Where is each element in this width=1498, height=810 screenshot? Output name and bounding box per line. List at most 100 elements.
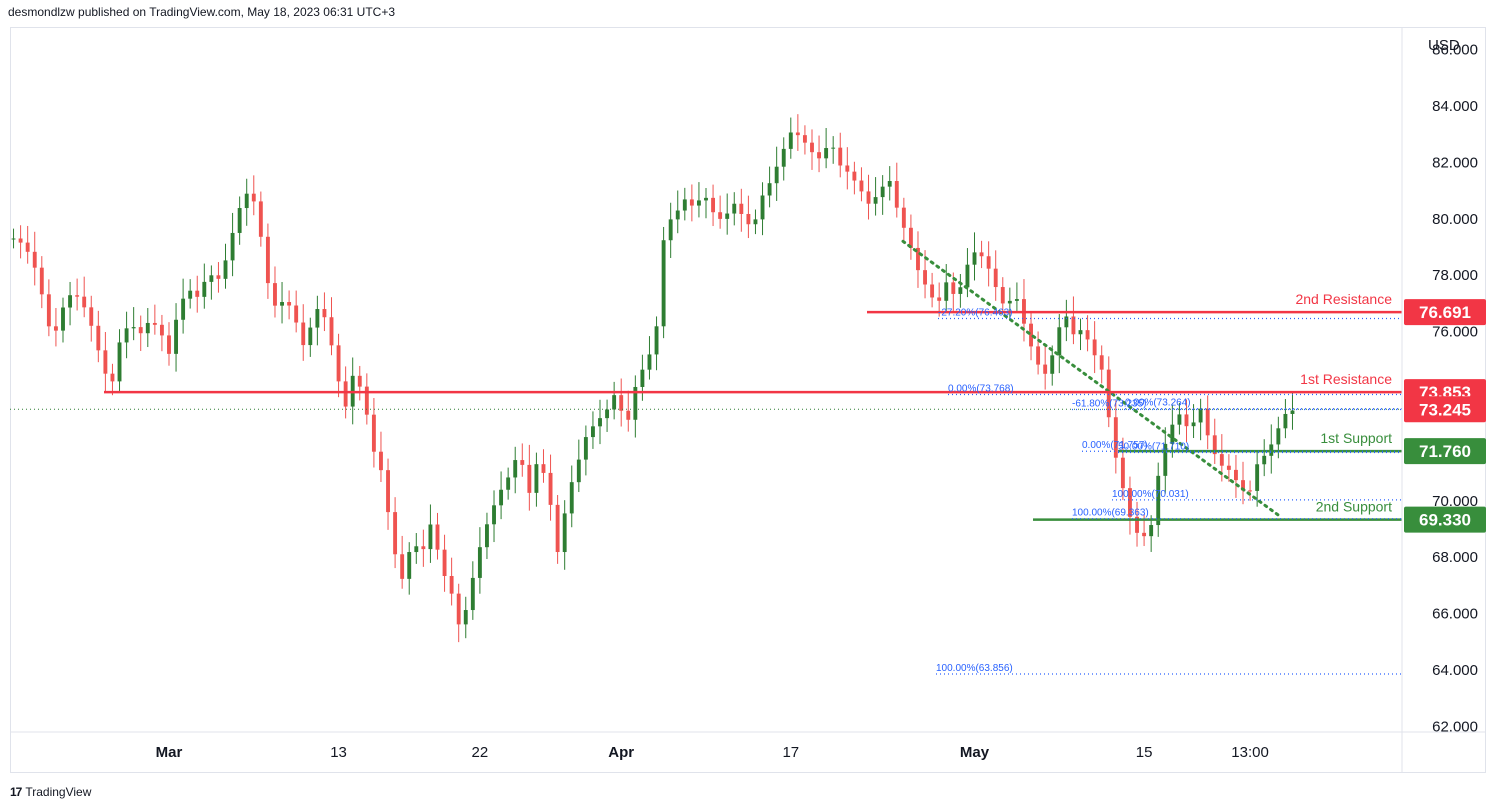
- candle-body: [1106, 369, 1111, 418]
- candle-body: [442, 549, 447, 577]
- candle-body: [711, 197, 716, 213]
- footer-brand: TradingView: [25, 785, 92, 799]
- x-tick-label: 13:00: [1231, 744, 1269, 761]
- x-axis-ticks: Mar 13 22 Apr 17 May 15 13:00: [156, 744, 1269, 761]
- candle-body: [174, 319, 178, 354]
- fib-label: 0.00%(71.757): [1082, 440, 1148, 451]
- candle-body: [1128, 488, 1132, 517]
- candle-body: [393, 512, 398, 555]
- candle-body: [202, 281, 207, 297]
- candle-body: [244, 193, 249, 209]
- candle-body: [1057, 327, 1062, 356]
- y-tick-label: 68.000: [1432, 549, 1478, 566]
- candle-body: [32, 251, 37, 268]
- candle-body: [103, 350, 108, 374]
- price-tag-label: 71.760: [1419, 442, 1471, 461]
- candle-body: [633, 386, 638, 420]
- candle-body: [894, 181, 899, 208]
- candle-body: [810, 142, 814, 153]
- candle-body: [25, 242, 30, 252]
- candle-body: [152, 322, 157, 325]
- candle-body: [1078, 330, 1083, 335]
- candle-body: [619, 395, 624, 411]
- footer: 17 TradingView: [10, 785, 91, 799]
- fib-label: 0.00%(73.768): [948, 384, 1014, 395]
- candle-body: [817, 152, 821, 159]
- candle-body: [53, 326, 58, 331]
- candles: [11, 114, 1295, 643]
- candle-body: [117, 342, 122, 382]
- candle-body: [216, 275, 221, 279]
- candle-body: [357, 375, 362, 387]
- candle-body: [287, 302, 292, 306]
- candle-body: [68, 295, 73, 308]
- candle-body: [746, 213, 751, 225]
- candle-body: [965, 264, 970, 288]
- candle-body: [845, 165, 850, 172]
- candle-body: [781, 148, 786, 167]
- candle-body: [1000, 287, 1005, 304]
- candle-body: [456, 593, 461, 625]
- candle-body: [82, 296, 87, 308]
- candle-body: [1241, 480, 1245, 491]
- price-tag-label: 69.330: [1419, 511, 1471, 530]
- candle-body: [640, 369, 645, 387]
- candle-body: [400, 554, 405, 579]
- candle-body: [131, 327, 136, 329]
- candle-body: [520, 460, 525, 465]
- candle-body: [39, 267, 44, 295]
- y-tick-label: 82.000: [1432, 154, 1478, 171]
- candle-body: [364, 386, 369, 415]
- candle-body: [831, 147, 836, 149]
- candle-body: [704, 197, 708, 201]
- candle-body: [89, 307, 94, 326]
- candle-body: [1014, 299, 1019, 301]
- x-tick-label: 22: [472, 744, 489, 761]
- y-tick-label: 76.000: [1432, 324, 1478, 341]
- candle-body: [583, 437, 588, 460]
- candle-body: [138, 327, 143, 334]
- candle-body: [541, 464, 546, 473]
- candle-body: [1099, 355, 1104, 370]
- candle-body: [322, 309, 327, 318]
- candle-body: [654, 326, 659, 355]
- trendline: [901, 239, 1280, 517]
- fib-label: 100.00%(69.363): [1072, 508, 1149, 519]
- candle-body: [1113, 417, 1118, 458]
- candle-body: [379, 451, 383, 471]
- candle-body: [548, 472, 553, 505]
- candle-body: [230, 232, 235, 261]
- candle-body: [1092, 339, 1097, 356]
- candle-body: [534, 464, 539, 493]
- price-tag: [1404, 396, 1486, 423]
- candle-body: [937, 297, 942, 301]
- currency-label: USD: [1428, 37, 1460, 54]
- trend-line: [901, 239, 1280, 517]
- candle-body: [1276, 428, 1281, 445]
- candle-body: [675, 210, 680, 220]
- candle-body: [209, 275, 214, 282]
- candle-body: [760, 195, 765, 220]
- candle-body: [774, 166, 779, 184]
- candle-body: [46, 294, 51, 327]
- candle-body: [265, 236, 270, 284]
- candle-body: [371, 414, 376, 452]
- candle-body: [1170, 424, 1175, 444]
- candle-body: [1226, 465, 1231, 470]
- price-tag: [1404, 438, 1486, 465]
- y-tick-label: 70.000: [1432, 493, 1478, 510]
- candle-body: [591, 426, 595, 438]
- candle-body: [1290, 410, 1295, 414]
- candle-body: [725, 213, 730, 219]
- publish-attribution: desmondlzw published on TradingView.com,…: [8, 5, 396, 19]
- candle-body: [1120, 457, 1125, 489]
- candle-body: [11, 238, 16, 240]
- candle-body: [1007, 300, 1012, 304]
- candle-body: [1156, 475, 1161, 526]
- candle-body: [689, 199, 694, 206]
- candle-body: [1283, 413, 1288, 429]
- candle-body: [1184, 414, 1189, 427]
- fib-label: 0.00%(73.264): [1125, 398, 1191, 409]
